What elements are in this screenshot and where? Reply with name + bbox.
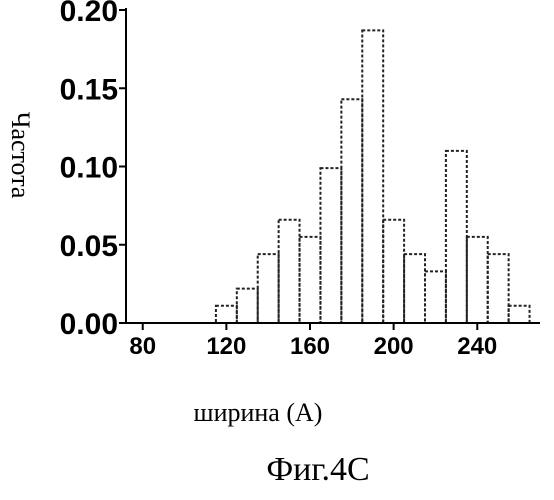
histogram-bar <box>362 30 383 323</box>
histogram-bar <box>425 271 446 323</box>
histogram-bar <box>258 254 279 323</box>
y-tick-label: 0.00 <box>60 308 118 341</box>
x-tick-label: 80 <box>129 333 156 360</box>
histogram-bar <box>404 254 425 323</box>
histogram-bar <box>488 254 509 323</box>
histogram-bar <box>300 237 321 323</box>
x-axis-title: ширина (А) <box>194 398 323 427</box>
y-tick-label: 0.10 <box>60 152 118 185</box>
histogram-bar <box>341 99 362 323</box>
histogram-bar <box>320 168 341 323</box>
histogram-bar <box>383 220 404 323</box>
y-axis-title: Частота <box>6 112 35 199</box>
histogram-bar <box>509 306 530 323</box>
x-tick-label: 160 <box>290 333 330 360</box>
x-tick-label: 120 <box>206 333 246 360</box>
histogram-bar <box>216 306 237 323</box>
x-tick-label: 240 <box>457 333 497 360</box>
bars-layer <box>216 30 530 323</box>
histogram-bar <box>237 289 258 323</box>
axes-layer <box>119 8 540 330</box>
y-tick-label: 0.05 <box>60 230 118 263</box>
x-tick-label: 200 <box>374 333 414 360</box>
y-tick-label: 0.15 <box>60 73 118 106</box>
histogram-bar <box>279 220 300 323</box>
histogram-bar <box>446 151 467 323</box>
figure-caption: Фиг.4С <box>266 451 369 488</box>
y-tick-label: 0.20 <box>60 0 118 28</box>
histogram-bar <box>467 237 488 323</box>
